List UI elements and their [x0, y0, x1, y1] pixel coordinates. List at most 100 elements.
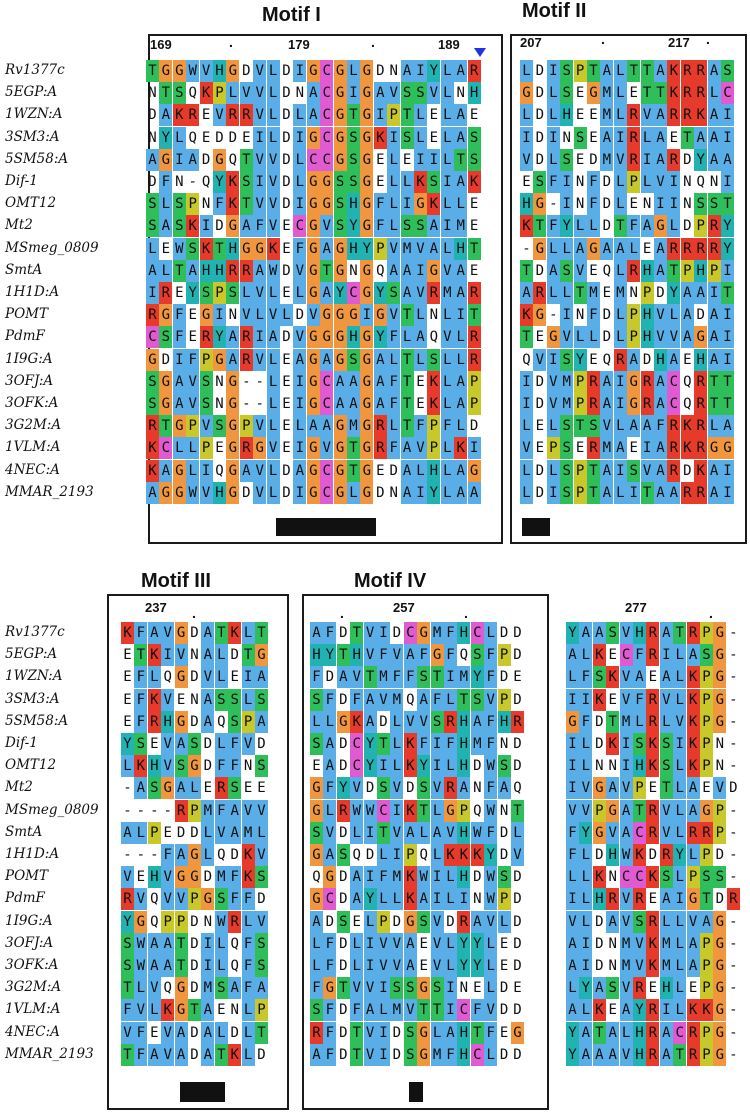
residue: V [484, 688, 498, 711]
residue: I [457, 888, 471, 911]
residue: L [579, 644, 593, 667]
residue: R [707, 215, 721, 238]
residue: K [646, 932, 660, 955]
residue: - [729, 935, 738, 952]
residue: I [373, 104, 387, 127]
residue: M [600, 82, 614, 105]
residue: K [467, 171, 481, 193]
residue: A [387, 259, 401, 282]
residue: L [266, 393, 280, 415]
residue: G [520, 82, 533, 105]
residue: T [121, 1043, 134, 1066]
residue: D [513, 958, 522, 974]
residue: G [161, 777, 175, 800]
residue: A [659, 622, 673, 644]
residue: S [188, 733, 201, 755]
residue: - [729, 802, 738, 819]
residue: V [121, 866, 134, 889]
residue: H [347, 237, 360, 260]
residue: K [646, 755, 660, 778]
residue: T [188, 999, 201, 1022]
residue: H [659, 977, 673, 1000]
residue: S [387, 282, 401, 304]
residue: R [694, 481, 708, 504]
residue: G [239, 237, 253, 260]
residue: A [654, 459, 667, 482]
residue: L [673, 688, 687, 711]
residue: K [226, 171, 240, 193]
residue: D [282, 107, 291, 124]
residue: K [403, 866, 417, 889]
residue: H [457, 710, 471, 733]
residue: E [203, 780, 213, 797]
residue: A [694, 126, 708, 149]
residue: G [199, 304, 213, 327]
position-169: 169 [150, 37, 172, 52]
residue: I [414, 259, 427, 282]
residue: N [562, 129, 571, 146]
residue: N [499, 802, 509, 819]
residue: D [602, 196, 612, 213]
residue: R [239, 348, 253, 371]
residue: R [646, 644, 660, 667]
residue: V [377, 932, 390, 955]
residue: F [323, 1043, 337, 1066]
residue: K [226, 193, 240, 216]
residue: A [201, 1021, 215, 1044]
residue: L [172, 437, 186, 460]
residue: Y [333, 282, 347, 304]
residue: A [159, 104, 173, 127]
residue: T [640, 82, 654, 105]
residue: V [241, 799, 255, 822]
residue: A [417, 888, 431, 911]
residue: I [640, 437, 654, 460]
residue: A [201, 710, 215, 733]
residue: H [560, 104, 574, 127]
residue: A [161, 932, 175, 955]
residue: - [136, 802, 146, 819]
residue: I [440, 215, 454, 238]
tick-mark: . [192, 605, 196, 621]
residue: D [513, 891, 522, 908]
residue: A [320, 237, 334, 260]
residue: V [199, 481, 213, 504]
residue: V [253, 104, 267, 127]
residue: L [546, 82, 560, 105]
residue: G [700, 799, 713, 822]
residue: V [511, 844, 524, 866]
residue: E [535, 440, 545, 457]
residue: T [659, 777, 673, 800]
residue: L [560, 237, 574, 260]
residue: D [339, 625, 348, 641]
residue: L [390, 755, 404, 778]
residue: G [306, 326, 320, 349]
residue: E [282, 440, 291, 457]
residue: I [520, 393, 533, 415]
residue: V [430, 932, 444, 955]
residue: P [573, 370, 587, 393]
residue: I [172, 348, 186, 371]
residue: T [533, 215, 547, 238]
residue: I [560, 304, 574, 327]
residue: F [310, 666, 323, 689]
residue: G [566, 710, 579, 733]
residue: L [667, 304, 681, 327]
residue: L [147, 666, 161, 689]
sequence-name: MMAR_2193 [5, 483, 94, 500]
residue: L [440, 393, 454, 415]
residue: - [123, 802, 132, 819]
residue: D [230, 847, 239, 863]
residue: G [444, 799, 457, 822]
residue: T [587, 481, 600, 504]
residue: L [613, 259, 627, 282]
residue: A [146, 148, 159, 171]
residue: N [715, 736, 725, 752]
residue: G [226, 415, 240, 438]
residue: N [459, 980, 469, 997]
residue: L [440, 370, 454, 393]
residue: S [172, 82, 186, 105]
residue: I [613, 370, 627, 393]
residue: V [403, 999, 417, 1022]
residue: K [427, 393, 441, 415]
residue: F [414, 415, 427, 438]
